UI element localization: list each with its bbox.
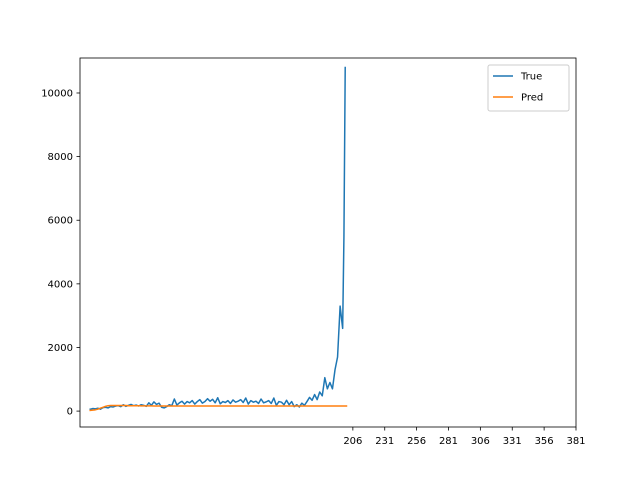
axes-frame [79, 57, 577, 428]
x-tick-label: 281 [439, 436, 458, 447]
legend-label-true: True [520, 72, 542, 83]
axes: 206 231 256 281 306 331 356 381 0 2000 4000 6000 800… [41, 57, 586, 447]
series-line-pred [89, 404, 348, 412]
x-tick-label: 381 [566, 436, 585, 447]
y-tick-label: 10000 [41, 88, 73, 99]
x-tick-label: 306 [471, 436, 490, 447]
legend: True Pred [487, 64, 570, 112]
x-tick-label: 331 [503, 436, 522, 447]
x-tick-label: 256 [407, 436, 426, 447]
y-tick-label: 8000 [48, 152, 73, 163]
x-tick-label: 206 [343, 436, 362, 447]
legend-label-pred: Pred [521, 93, 543, 104]
plot-area [89, 66, 348, 412]
x-tick-label: 231 [375, 436, 394, 447]
x-tick-label: 356 [535, 436, 554, 447]
y-tick-label: 4000 [48, 279, 73, 290]
y-tick-label: 2000 [48, 343, 73, 354]
y-tick-label: 6000 [48, 216, 73, 227]
y-tick-label: 0 [67, 407, 73, 418]
